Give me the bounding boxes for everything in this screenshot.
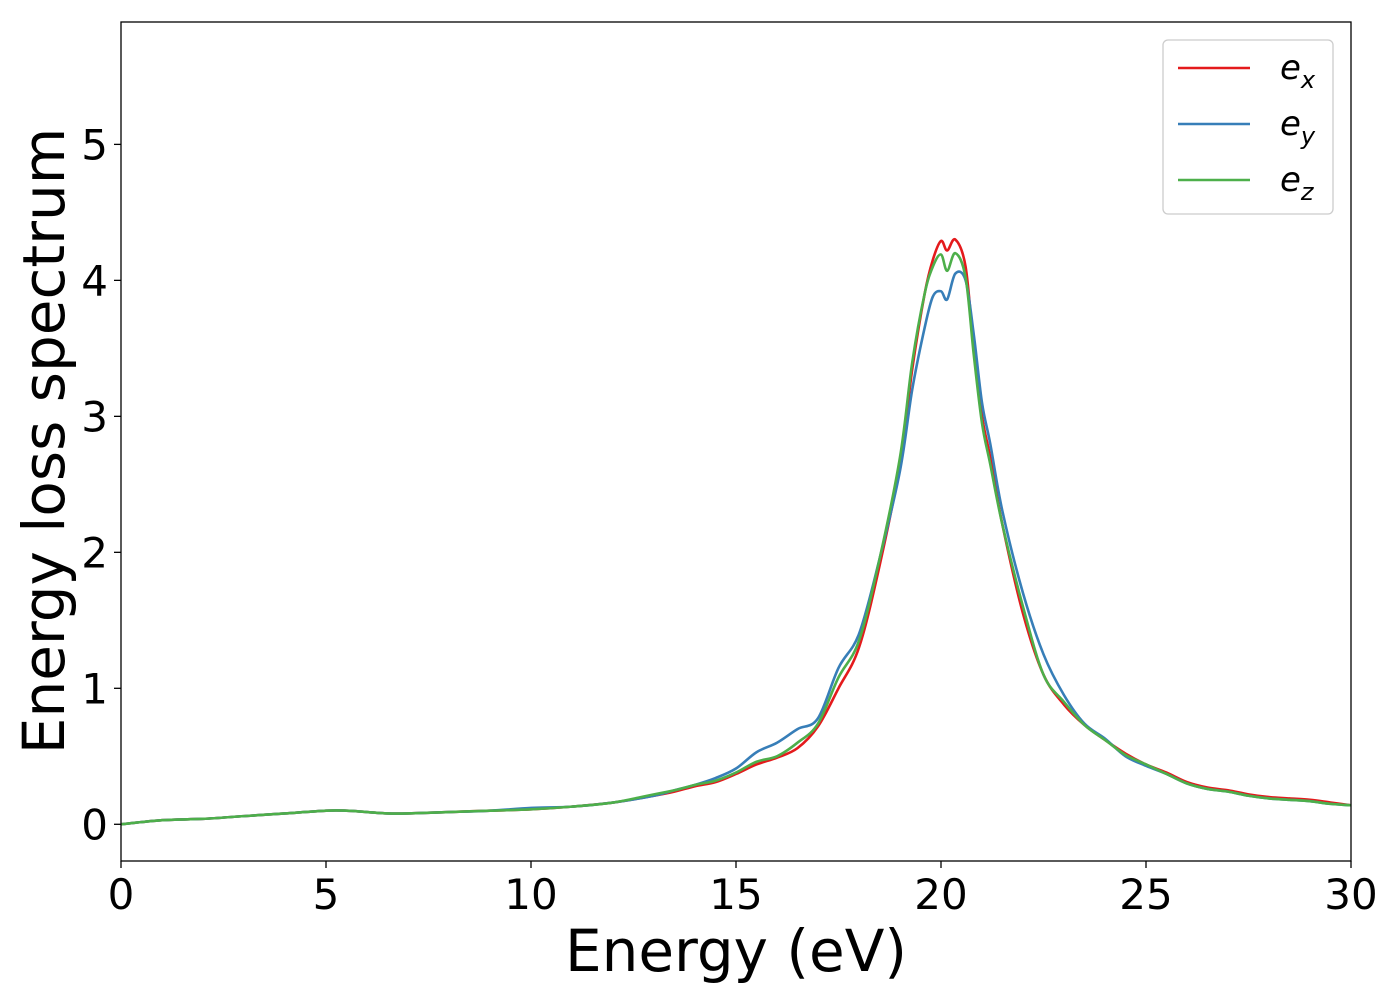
series-line-z [120, 251, 1352, 826]
x-tick-label: 5 [313, 870, 340, 919]
y-tick-label: 1 [81, 664, 108, 713]
legend-label-base: e [1280, 48, 1301, 88]
legend-box [1162, 39, 1334, 215]
x-axis-label: Energy (eV) [565, 917, 907, 985]
y-tick-label: 5 [81, 120, 108, 169]
y-tick-label: 0 [81, 800, 108, 849]
y-tick-label: 2 [81, 528, 108, 577]
legend-label-base: e [1280, 104, 1301, 144]
legend-label-base: e [1280, 160, 1301, 200]
series-line-y [120, 270, 1352, 826]
y-tick-label: 4 [81, 256, 108, 305]
legend-label-z: ez [1280, 160, 1315, 206]
y-tick-label: 3 [81, 392, 108, 441]
legend-label-subscript: y [1300, 122, 1316, 150]
x-tick-label: 25 [1119, 870, 1172, 919]
x-tick-label: 0 [108, 870, 135, 919]
x-tick-label: 10 [504, 870, 557, 919]
x-tick-label: 30 [1324, 870, 1377, 919]
y-axis-ticks: 0 1 2 3 4 5 [81, 120, 121, 849]
legend-label-x: ex [1280, 48, 1316, 94]
x-tick-label: 20 [914, 870, 967, 919]
series-line-x [120, 237, 1352, 826]
legend-label-subscript: z [1300, 178, 1315, 206]
series-layer [120, 237, 1352, 826]
x-axis-ticks: 0 5 10 15 20 25 30 [108, 861, 1378, 919]
x-tick-label: 15 [709, 870, 762, 919]
legend-label-y: ey [1280, 104, 1316, 150]
y-axis-label: Energy loss spectrum [10, 128, 78, 754]
legend-label-subscript: x [1300, 66, 1316, 94]
